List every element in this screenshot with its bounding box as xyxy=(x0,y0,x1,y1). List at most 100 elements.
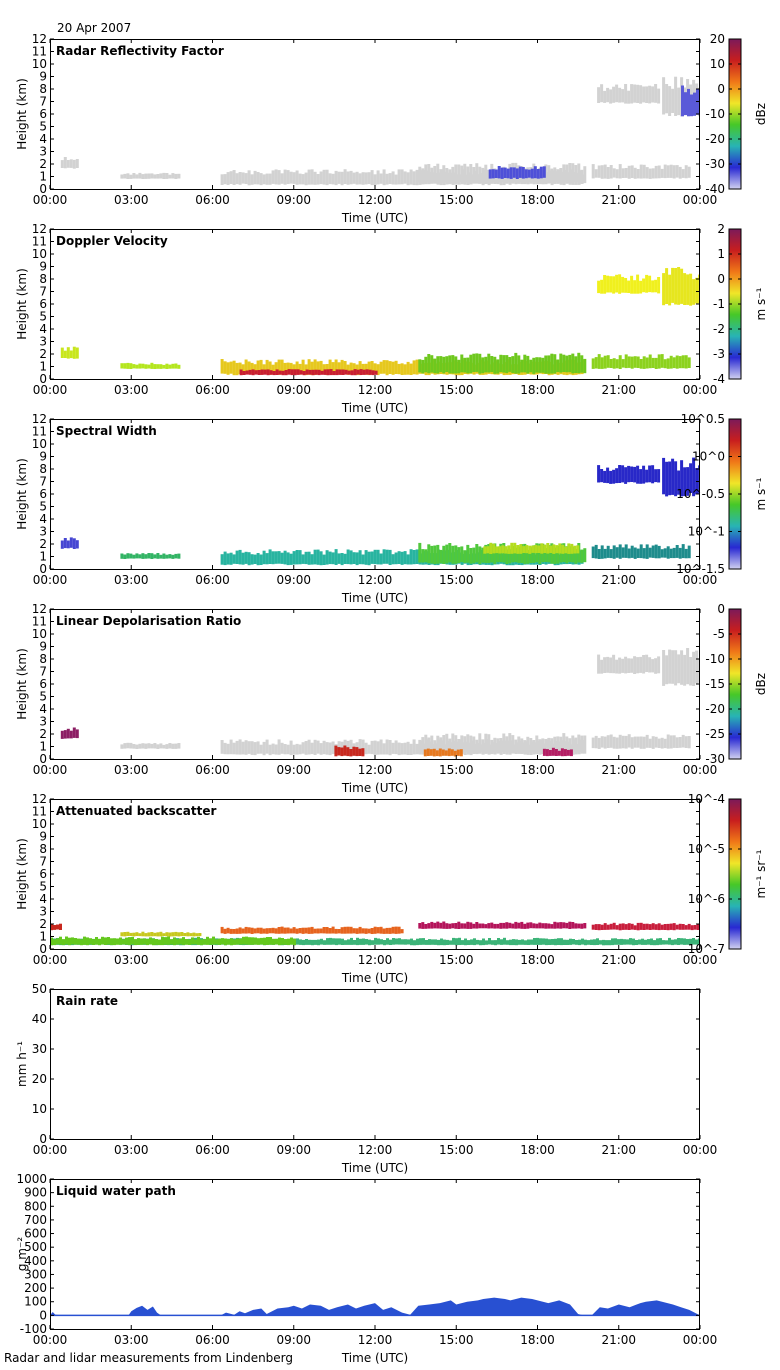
echo-column xyxy=(254,370,258,375)
echo-column xyxy=(497,938,500,945)
echo-column xyxy=(452,937,455,945)
echo-column xyxy=(642,86,646,103)
echo-column xyxy=(574,923,578,929)
echo-column xyxy=(110,938,113,945)
panel-title: Linear Depolarisation Ratio xyxy=(56,614,241,628)
echo-column xyxy=(680,460,684,497)
y-tick-label: 6 xyxy=(39,867,47,881)
echo-column xyxy=(432,748,436,757)
echo-column xyxy=(373,549,377,565)
echo-column xyxy=(280,359,284,375)
echo-column xyxy=(621,923,625,930)
echo-column xyxy=(95,937,98,945)
x-tick-label: 09:00 xyxy=(276,763,311,777)
echo-column xyxy=(687,88,690,117)
echo-column xyxy=(446,939,449,945)
echo-column xyxy=(404,939,407,945)
echo-column xyxy=(356,369,360,375)
echo-column xyxy=(674,76,678,116)
echo-column xyxy=(553,921,557,929)
echo-column xyxy=(600,736,604,748)
x-tick-label: 00:00 xyxy=(33,383,68,397)
echo-column xyxy=(284,939,287,945)
echo-column xyxy=(636,736,640,748)
echo-column xyxy=(593,939,596,946)
echo-column xyxy=(361,363,365,374)
x-axis-label: Time (UTC) xyxy=(341,401,408,415)
echo-column xyxy=(135,553,139,559)
echo-column xyxy=(448,355,452,374)
y-tick-label: 8 xyxy=(39,82,47,96)
echo-column xyxy=(657,165,661,179)
echo-column xyxy=(668,86,672,116)
echo-column xyxy=(427,354,431,374)
echo-column xyxy=(665,84,669,114)
echo-column xyxy=(639,736,643,749)
echo-column xyxy=(486,546,490,554)
echo-column xyxy=(491,169,495,179)
echo-region xyxy=(60,157,79,169)
y-tick-label: 700 xyxy=(24,1213,47,1227)
echo-column xyxy=(494,169,498,178)
echo-column xyxy=(587,940,590,945)
echo-column xyxy=(168,743,172,749)
plot-area xyxy=(60,76,700,186)
echo-column xyxy=(358,926,362,934)
echo-column xyxy=(329,937,332,945)
echo-column xyxy=(343,361,347,374)
echo-column xyxy=(515,168,519,179)
echo-column xyxy=(304,927,308,934)
echo-region xyxy=(120,553,181,559)
echo-column xyxy=(292,551,296,565)
echo-column xyxy=(681,544,685,559)
echo-column xyxy=(293,369,297,376)
echo-column xyxy=(209,938,212,945)
echo-column xyxy=(439,549,443,564)
echo-column xyxy=(565,922,569,929)
echo-column xyxy=(253,928,257,934)
echo-column xyxy=(669,548,673,559)
echo-column xyxy=(153,364,157,369)
echo-column xyxy=(639,359,643,369)
colorbar-tick-label: 10^-1 xyxy=(688,525,725,539)
echo-column xyxy=(552,544,556,554)
echo-column xyxy=(316,174,320,185)
echo-column xyxy=(397,169,401,185)
echo-column xyxy=(508,922,512,929)
echo-column xyxy=(132,173,136,179)
echo-column xyxy=(531,545,535,553)
echo-column xyxy=(382,549,386,564)
echo-column xyxy=(442,735,446,754)
echo-column xyxy=(195,933,199,937)
echo-column xyxy=(488,169,492,179)
echo-column xyxy=(678,166,682,179)
echo-column xyxy=(286,362,290,375)
echo-column xyxy=(556,546,560,564)
echo-column xyxy=(476,939,479,945)
echo-column xyxy=(377,938,380,945)
colorbar-tick-label: 0 xyxy=(717,272,725,286)
echo-column xyxy=(131,936,134,945)
echo-column xyxy=(379,926,383,934)
echo-column xyxy=(512,167,516,178)
echo-column xyxy=(606,924,610,930)
echo-column xyxy=(627,356,631,368)
echo-column xyxy=(550,738,554,753)
echo-column xyxy=(669,923,673,930)
echo-column xyxy=(313,171,317,185)
colorbar-tick-label: -15 xyxy=(705,677,725,691)
echo-column xyxy=(677,267,681,305)
echo-column xyxy=(550,543,554,564)
echo-column xyxy=(630,466,634,482)
echo-column xyxy=(481,547,485,563)
echo-column xyxy=(347,939,350,945)
echo-column xyxy=(651,659,655,673)
echo-column xyxy=(352,928,356,934)
echo-column xyxy=(226,362,230,375)
x-tick-label: 18:00 xyxy=(520,1143,555,1157)
echo-column xyxy=(328,359,332,374)
echo-column xyxy=(567,543,571,554)
echo-column xyxy=(153,554,157,559)
echo-column xyxy=(334,549,338,565)
